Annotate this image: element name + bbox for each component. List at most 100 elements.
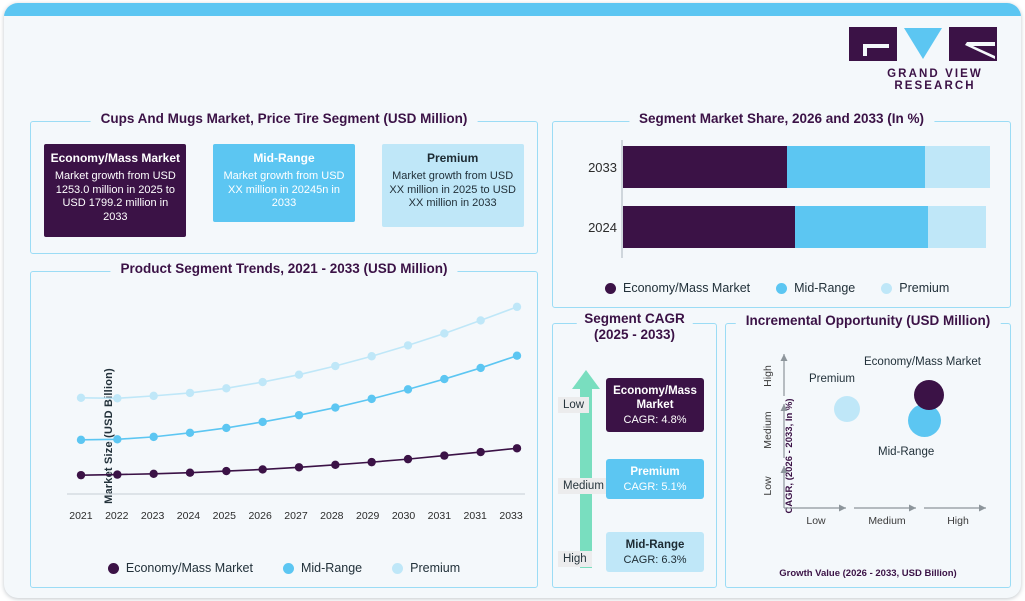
cagr-arrow-shaft [580,386,592,568]
opportunity-x-tick-low: Low [806,515,826,527]
trend-x-tick: 2024 [176,510,201,522]
cagr-card-economy: Economy/Mass Market CAGR: 4.8% [606,378,704,432]
trend-legend-label-economy: Economy/Mass Market [125,561,253,575]
opportunity-y-tick-low: Low [762,476,774,496]
trend-legend-dot-premium-icon [392,562,404,574]
opportunity-bubble-economy-label: Economy/Mass Market [864,356,981,368]
product-trend-legend: Economy/Mass Market Mid-Range Premium [31,561,537,575]
segment-cagr-panel: Segment CAGR (2025 - 2033) Low Medium Hi… [552,311,717,588]
share-seg-2033-midrange [787,146,926,188]
cagr-card-economy-value: CAGR: 4.8% [623,414,687,426]
trend-x-tick: 2028 [320,510,344,522]
trend-x-axis-labels: 2021 2022 2023 2024 2025 2026 2027 2028 2029 2030… [63,510,529,522]
product-trend-panel-title: Product Segment Trends, 2021 - 2033 (USD… [110,261,458,276]
cagr-card-premium-name: Premium [630,466,680,478]
trend-legend-label-midrange: Mid-Range [300,561,363,575]
trend-x-tick: 2033 [499,510,523,522]
trend-legend-item-economy: Economy/Mass Market [107,561,253,575]
trend-x-tick: 2021 [69,510,93,522]
opportunity-bubble-premium-label: Premium [809,373,856,385]
opportunity-y-tick-high: High [762,365,774,387]
trend-x-tick: 2030 [391,510,416,522]
opportunity-y-tick-medium: Medium [762,411,774,449]
cagr-arrow-head-icon [572,370,600,389]
top-accent-bar [4,3,1021,16]
legend-item-midrange: Mid-Range [776,281,855,295]
trend-x-tick: 2025 [212,510,236,522]
legend-label-premium: Premium [899,281,950,295]
gvr-logo-icon [849,27,997,61]
opportunity-x-axis-label: Growth Value (2026 - 2033, USD Billion) [779,568,957,579]
tier-card-midrange: Mid-Range Market growth from USD XX mill… [212,144,355,222]
legend-dot-economy-icon [605,282,616,294]
share-row-2024-label: 2024 [588,219,617,235]
share-row-2033-label: 2033 [588,159,617,175]
brand-name: GRAND VIEW RESEARCH [887,68,983,92]
share-seg-2024-economy [623,206,796,248]
trend-x-tick: 2027 [284,510,308,522]
cagr-card-midrange: Mid-Range CAGR: 6.3% [606,532,704,572]
trend-x-tick: 2023 [140,510,165,522]
segment-cagr-title-line2: (2025 - 2033) [593,327,676,342]
trend-legend-label-premium: Premium [410,561,461,575]
cagr-tick-medium: Medium [558,478,609,494]
legend-dot-midrange-icon [776,282,788,294]
legend-label-midrange: Mid-Range [794,281,856,295]
cagr-card-premium: Premium CAGR: 5.1% [606,459,704,499]
segment-share-panel-title: Segment Market Share, 2026 and 2033 (In … [628,111,935,126]
brand-logo: GRAND VIEW RESEARCH [849,25,1021,92]
share-y-axis [621,140,623,258]
share-seg-2033-economy [623,146,788,188]
share-row-2024: 2024 [569,206,986,248]
trend-x-tick: 2031 [463,510,487,522]
product-trend-panel: Product Segment Trends, 2021 - 2033 (USD… [30,261,538,588]
opportunity-bubble-premium [834,396,860,422]
legend-item-economy: Economy/Mass Market [605,281,750,295]
cagr-card-economy-name: Economy/Mass Market [613,385,697,411]
tier-card-economy-name: Economy/Mass Market [50,151,181,165]
segment-share-plot: 2033 2024 [569,140,994,258]
share-seg-2024-premium [927,206,986,248]
trend-x-tick: 2026 [248,510,272,522]
opportunity-bubble-economy [914,380,944,410]
trend-legend-item-midrange: Mid-Range [282,561,363,575]
trend-x-tick: 2029 [355,510,380,522]
trend-legend-dot-economy-icon [107,562,119,574]
legend-item-premium: Premium [881,281,949,295]
infographic-page: GRAND VIEW RESEARCH Cups And Mugs Market… [4,3,1021,598]
gvr-logo-mark [849,25,997,63]
legend-label-economy: Economy/Mass Market [623,281,751,295]
segment-cagr-title-line1: Segment CAGR [584,311,685,326]
cagr-card-midrange-value: CAGR: 6.3% [623,554,687,566]
trend-legend-item-premium: Premium [392,561,460,575]
share-bar-2033 [623,146,990,188]
cagr-card-midrange-name: Mid-Range [625,539,685,551]
tier-card-midrange-description: Market growth from USD XX million in 202… [223,170,345,209]
segment-share-legend: Economy/Mass Market Mid-Range Premium [605,281,949,295]
share-seg-2024-midrange [795,206,928,248]
incremental-opportunity-panel: Incremental Opportunity (USD Million) CA… [725,313,1011,588]
tier-card-economy-description: Market growth from USD 1253.0 million in… [54,170,176,223]
trend-x-tick: 2031 [427,510,452,522]
price-tier-panel: Cups And Mugs Market, Price Tire Segment… [30,111,538,254]
segment-share-panel: Segment Market Share, 2026 and 2033 (In … [552,111,1011,308]
price-tier-panel-title: Cups And Mugs Market, Price Tire Segment… [90,111,478,126]
segment-cagr-panel-title: Segment CAGR (2025 - 2033) [576,311,693,343]
opportunity-bubble-midrange-label: Mid-Range [878,446,935,458]
cagr-card-premium-value: CAGR: 5.1% [623,481,687,493]
incremental-opportunity-panel-title: Incremental Opportunity (USD Million) [735,313,1001,328]
share-seg-2033-premium [925,146,990,188]
legend-dot-premium-icon [881,282,893,294]
tier-card-premium-name: Premium [426,151,479,165]
opportunity-axes [780,354,986,512]
trend-line-chart [67,302,525,495]
cagr-tick-high: High [558,551,592,567]
opportunity-x-tick-high: High [947,515,969,527]
cagr-scale-arrow: Low Medium High [558,370,609,568]
opportunity-scatter-plot: High Medium Low Low Medium High Premium … [746,348,1004,548]
tier-card-economy: Economy/Mass Market Market growth from U… [44,144,187,237]
trend-x-tick: 2022 [105,510,129,522]
share-row-2033: 2033 [569,146,990,188]
cagr-tick-low: Low [558,397,590,413]
tier-card-premium: Premium Market growth from USD XX millio… [381,144,524,227]
